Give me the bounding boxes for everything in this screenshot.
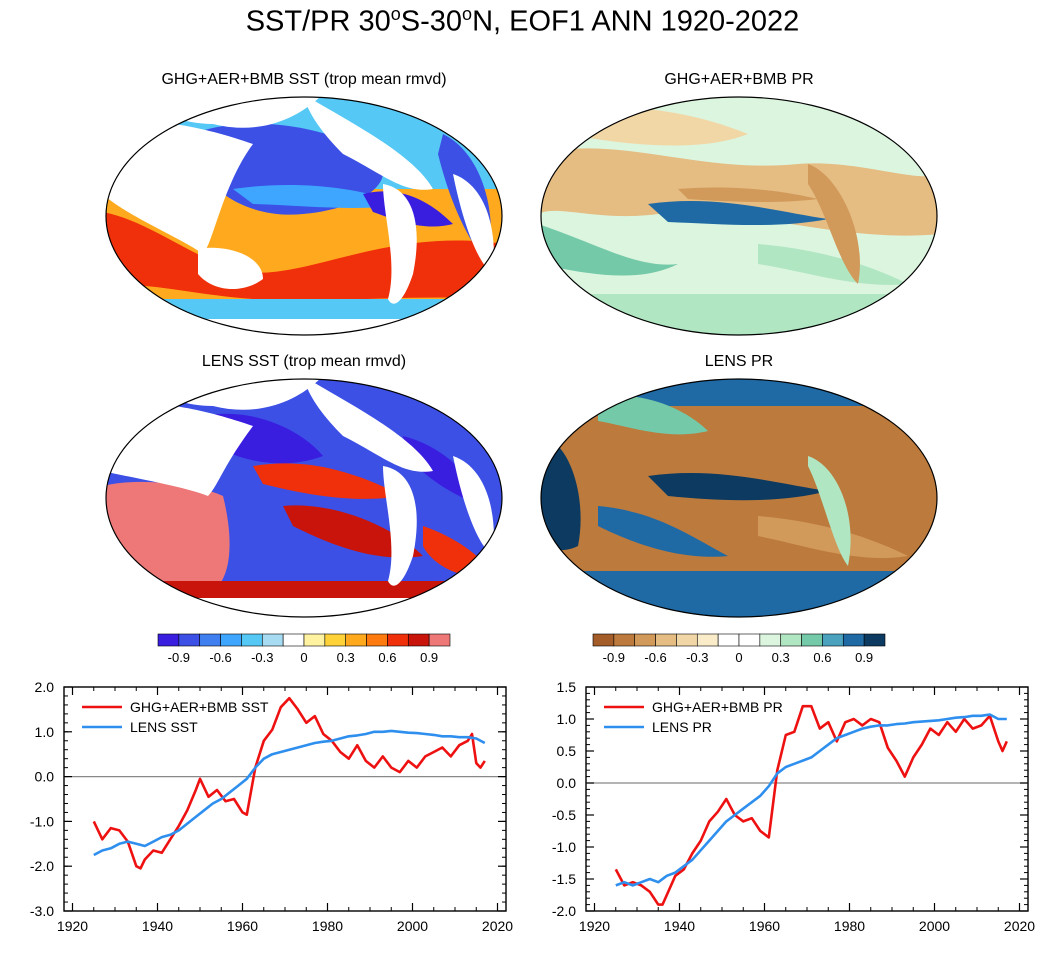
map-title-lens-pr: LENS PR [704,353,774,370]
map-title-lens-sst: LENS SST (trop mean rmvd) [201,353,407,370]
colorbar-swatch [592,633,615,647]
y-tick-label: 1.5 [557,679,577,695]
map-ghg-sst [105,96,503,336]
colorbar-swatch [634,633,656,647]
y-tick-label: 0.0 [557,775,577,791]
colorbar-label: 0.6 [813,650,831,665]
y-tick-label: -1.5 [552,871,576,887]
colorbar-label: 0.3 [337,650,355,665]
colorbar-label: 0.9 [855,650,873,665]
colorbar-label: -0.9 [603,650,625,665]
colorbar-swatch [655,633,677,647]
colorbar-swatch [780,633,802,647]
legend-label: GHG+AER+BMB PR [652,699,783,715]
colorbar-swatch [717,633,740,647]
colorbar-swatch [428,633,451,647]
map-title-ghg-pr: GHG+AER+BMB PR [664,71,814,88]
map-ghg-pr [540,96,938,336]
x-tick-label: 1920 [579,918,610,934]
colorbar-swatch [822,633,844,647]
x-tick-label: 2000 [397,918,428,934]
x-tick-label: 2000 [919,918,950,934]
x-tick-label: 1960 [749,918,780,934]
colorbar-label: -0.3 [251,650,273,665]
colorbar-label: 0.3 [772,650,790,665]
y-tick-label: 0.0 [35,769,55,785]
legend-label: LENS SST [130,719,198,735]
colorbar-swatch [199,633,221,647]
colorbar-swatch [282,633,305,647]
series-line [615,713,1007,887]
y-tick-label: 1.0 [557,711,577,727]
map-title-ghg-sst: GHG+AER+BMB SST (trop mean rmvd) [161,71,447,88]
colorbar-swatch [738,633,761,647]
colorbar-label: -0.6 [644,650,666,665]
sst-colorbar: -0.9 -0.6 -0.3 0 0.3 0.6 0.9 [157,633,451,665]
colorbar-swatch [157,633,180,647]
legend-label: LENS PR [652,719,712,735]
sst-timeseries-chart: -3.0 -2.0 -1.0 0.0 1.0 2.0 1920 1940 1960 1980 200… [30,679,513,934]
colorbar-swatch [676,633,698,647]
colorbar-swatch [178,633,201,647]
pr-colorbar: -0.9 -0.6 -0.3 0 0.3 0.6 0.9 [592,633,886,665]
legend-label: GHG+AER+BMB SST [130,699,269,715]
series-line [614,704,1008,906]
map-lens-pr [540,378,938,618]
x-tick-label: 1960 [227,918,258,934]
colorbar-swatch [241,633,263,647]
x-tick-label: 1980 [834,918,865,934]
colorbar-swatch [407,633,430,647]
y-tick-label: -0.5 [552,807,576,823]
colorbar-label: 0 [300,650,307,665]
map-lens-sst [105,378,503,618]
colorbar-label: -0.6 [209,650,231,665]
colorbar-swatch [801,633,823,647]
colorbar-swatch [345,633,367,647]
colorbar-swatch [303,633,326,647]
colorbar-swatch [759,633,782,647]
x-tick-label: 2020 [482,918,513,934]
colorbar-label: -0.9 [168,650,190,665]
colorbar-swatch [842,633,865,647]
y-tick-label: -2.0 [552,903,576,919]
colorbar-label: 0.9 [420,650,438,665]
colorbar-swatch [387,633,409,647]
x-tick-label: 1940 [142,918,173,934]
colorbar-label: 0 [735,650,742,665]
colorbar-swatch [324,633,347,647]
colorbar-swatch [261,633,284,647]
colorbar-label: 0.6 [378,650,396,665]
y-tick-label: -3.0 [30,903,54,919]
y-tick-label: 1.0 [35,724,55,740]
pr-timeseries-chart: -2.0 -1.5 -1.0 -0.5 0.0 0.5 1.0 1.5 1920 1940 1960… [552,679,1035,934]
y-tick-label: -1.0 [552,839,576,855]
colorbar-swatch [366,633,388,647]
x-tick-label: 1920 [57,918,88,934]
colorbar-swatch [220,633,242,647]
colorbar-swatch [613,633,636,647]
y-tick-label: 0.5 [557,743,577,759]
x-tick-label: 1940 [664,918,695,934]
y-tick-label: -2.0 [30,858,54,874]
series-line [93,729,486,857]
x-tick-label: 2020 [1004,918,1035,934]
main-title: SST/PR 30oS-30oN, EOF1 ANN 1920-2022 [245,4,800,38]
colorbar-swatch [863,633,886,647]
y-tick-label: 2.0 [35,679,55,695]
series-line [92,696,486,870]
colorbar-label: -0.3 [686,650,708,665]
x-tick-label: 1980 [312,918,343,934]
colorbar-swatch [696,633,719,647]
y-tick-label: -1.0 [30,813,54,829]
